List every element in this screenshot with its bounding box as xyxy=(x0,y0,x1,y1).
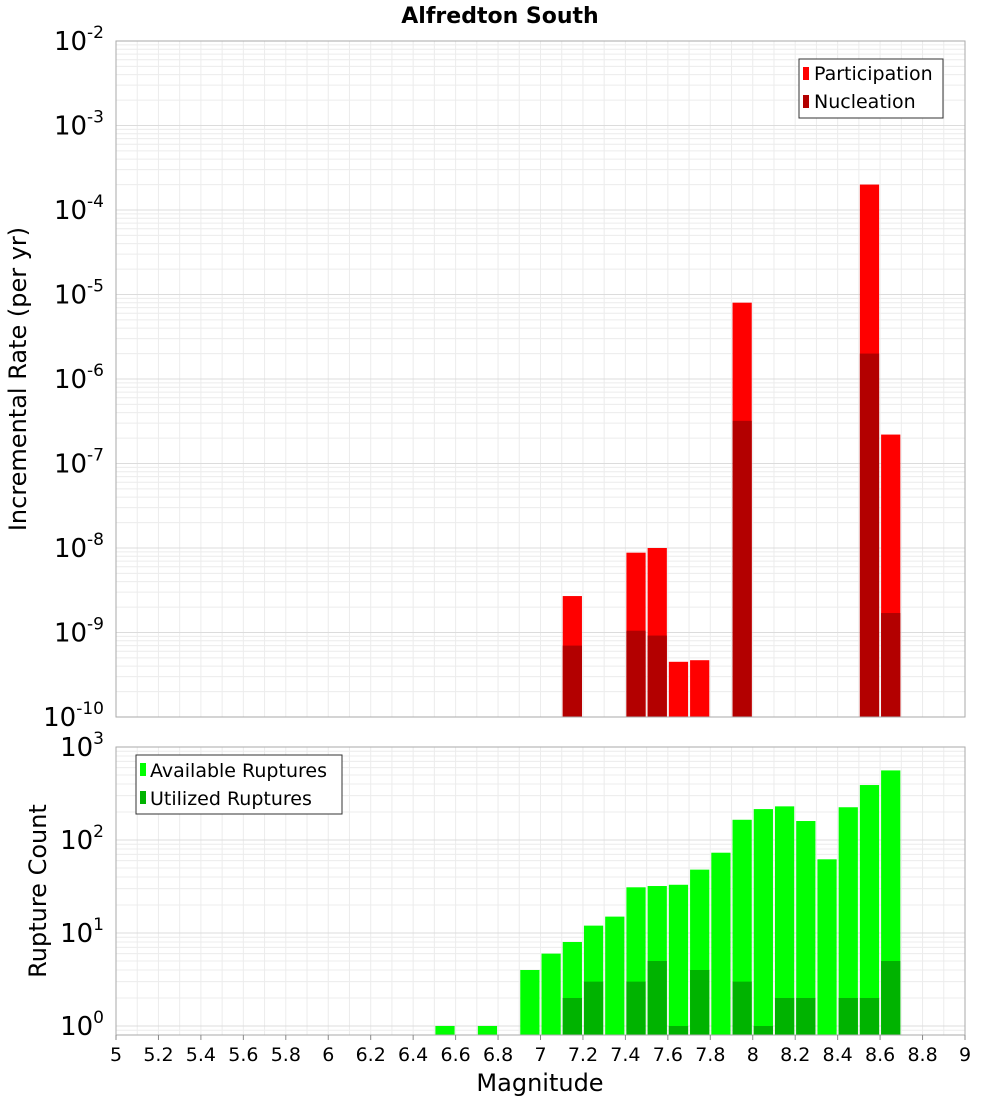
x-tick-label: 8.2 xyxy=(780,1044,810,1066)
x-tick-label: 7.2 xyxy=(568,1044,598,1066)
count-bar-secondary xyxy=(626,981,646,1035)
x-tick-label: 5.6 xyxy=(228,1044,258,1066)
rate-y-ticks: 10-2 10-3 10-4 10-5 10-6 10-7 10-8 10-9 10-10 xyxy=(43,23,104,733)
count-y-tick-label: 103 xyxy=(60,729,104,763)
rate-y-tick-label: 10-8 xyxy=(54,530,104,564)
chart-title: Alfredton South xyxy=(401,4,598,29)
rate-y-axis-label: Incremental Rate (per yr) xyxy=(4,227,32,531)
rate-y-tick-label: 10-7 xyxy=(54,446,104,480)
count-bar-secondary xyxy=(881,960,901,1035)
count-bar-secondary xyxy=(774,997,795,1035)
rate-bars xyxy=(562,184,901,717)
count-bar-primary xyxy=(732,819,752,1035)
count-y-ticks: 103 102 101 100 xyxy=(60,729,104,1042)
participation-legend-label: Participation xyxy=(814,63,933,85)
rate-y-tick-label: 10-4 xyxy=(54,192,104,226)
nucleation-legend-swatch xyxy=(803,95,809,108)
x-tick-label: 5 xyxy=(110,1044,122,1066)
count-bar-secondary xyxy=(690,969,710,1035)
x-tick-label: 7.6 xyxy=(653,1044,683,1066)
count-bar-secondary xyxy=(562,997,582,1035)
rate-bar-secondary xyxy=(647,635,667,717)
rate-bar-secondary xyxy=(881,613,901,717)
count-bar-primary xyxy=(859,785,880,1035)
rate-bar-secondary xyxy=(732,420,752,717)
rate-plot-border xyxy=(115,40,966,718)
x-axis-label: Magnitude xyxy=(476,1069,603,1097)
x-tick-label: 6.4 xyxy=(398,1044,428,1066)
count-bars xyxy=(435,770,901,1035)
rate-y-tick-label: 10-3 xyxy=(54,108,104,142)
rate-y-tick-label: 10-9 xyxy=(54,615,104,649)
count-y-axis-label: Rupture Count xyxy=(24,804,52,978)
utilized-legend-swatch xyxy=(140,791,146,804)
x-tick-label: 8.8 xyxy=(907,1044,937,1066)
x-tick-label: 5.4 xyxy=(186,1044,216,1066)
count-bar-secondary xyxy=(796,997,816,1035)
x-tick-label: 6.6 xyxy=(440,1044,470,1066)
x-tick-label: 8 xyxy=(747,1044,759,1066)
rate-legend: Participation Nucleation xyxy=(798,58,944,119)
count-bar-secondary xyxy=(583,981,604,1035)
count-bar-primary xyxy=(711,852,731,1035)
count-bar-primary xyxy=(520,969,540,1035)
x-tick-label: 8.4 xyxy=(823,1044,853,1066)
available-legend-label: Available Ruptures xyxy=(150,760,327,782)
count-legend: Available Ruptures Utilized Ruptures xyxy=(135,754,343,815)
count-bar-primary xyxy=(753,809,773,1035)
available-legend-swatch xyxy=(140,763,146,776)
count-legend-box xyxy=(135,754,343,815)
count-bar-secondary xyxy=(732,981,752,1035)
x-tick-label: 8.6 xyxy=(865,1044,895,1066)
x-tick-label: 9 xyxy=(959,1044,971,1066)
x-tick-label: 6 xyxy=(322,1044,334,1066)
participation-legend-swatch xyxy=(803,67,809,80)
x-tick-label: 7.4 xyxy=(610,1044,640,1066)
utilized-legend-label: Utilized Ruptures xyxy=(150,788,312,810)
count-y-tick-label: 100 xyxy=(60,1008,104,1042)
count-bar-secondary xyxy=(668,1025,689,1035)
count-bar-primary xyxy=(435,1025,455,1035)
count-bar-primary xyxy=(817,859,837,1035)
count-bar-primary xyxy=(838,807,858,1035)
x-tick-label: 6.8 xyxy=(483,1044,513,1066)
x-tick-label: 5.2 xyxy=(143,1044,173,1066)
count-bar-secondary xyxy=(859,997,880,1035)
count-bar-primary xyxy=(774,806,795,1035)
count-bar-primary xyxy=(477,1025,498,1035)
rate-bar-secondary xyxy=(859,353,880,717)
count-panel: 103 102 101 100 5 5.2 5.4 5.6 5.8 6 6.2 6.4 6.6 6.8 7… xyxy=(24,729,971,1097)
x-tick-label: 6.2 xyxy=(356,1044,386,1066)
x-tick-label: 5.8 xyxy=(271,1044,301,1066)
rate-bar-primary xyxy=(690,660,710,717)
rate-y-tick-label: 10-6 xyxy=(54,361,104,395)
count-bar-primary xyxy=(605,916,625,1035)
x-tick-label: 7 xyxy=(534,1044,546,1066)
rate-bar-primary xyxy=(668,661,689,717)
count-bar-primary xyxy=(668,884,689,1035)
rate-y-tick-label: 10-5 xyxy=(54,277,104,311)
count-bar-primary xyxy=(796,821,816,1035)
x-tick-label: 7.8 xyxy=(695,1044,725,1066)
rate-legend-box xyxy=(798,58,944,119)
rate-bar-secondary xyxy=(626,630,646,717)
rate-y-tick-label: 10-10 xyxy=(43,699,104,733)
count-y-tick-label: 101 xyxy=(60,915,104,949)
rate-bar-secondary xyxy=(562,645,582,717)
nucleation-legend-label: Nucleation xyxy=(814,91,916,113)
count-bar-secondary xyxy=(838,997,858,1035)
rate-y-tick-label: 10-2 xyxy=(54,23,104,57)
rate-grid xyxy=(115,40,966,718)
count-bar-primary xyxy=(541,953,561,1035)
rate-panel: 10-2 10-3 10-4 10-5 10-6 10-7 10-8 10-9 10-10 In… xyxy=(4,23,966,733)
count-bar-secondary xyxy=(647,960,667,1035)
count-bar-secondary xyxy=(753,1025,773,1035)
count-x-ticks: 5 5.2 5.4 5.6 5.8 6 6.2 6.4 6.6 6.8 7 7.2 7.4 7.6 7.8 8… xyxy=(110,1035,971,1066)
count-y-tick-label: 102 xyxy=(60,822,104,856)
